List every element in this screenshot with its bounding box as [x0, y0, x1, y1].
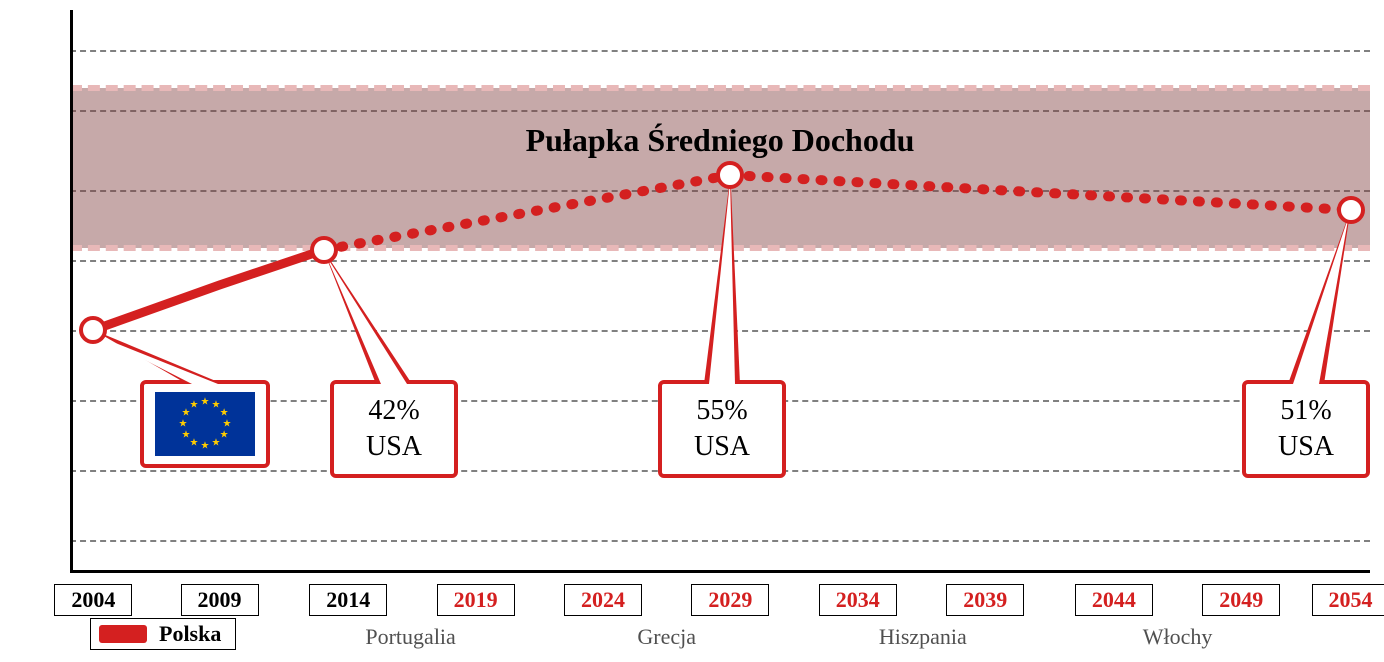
data-marker — [1337, 196, 1365, 224]
comparison-country-label: Hiszpania — [879, 624, 967, 650]
comparison-country-label: Włochy — [1143, 624, 1213, 650]
comparison-country-label: Portugalia — [365, 624, 455, 650]
x-tick-label: 2004 — [54, 584, 132, 616]
x-tick-label: 2014 — [309, 584, 387, 616]
legend-label: Polska — [159, 621, 221, 647]
x-tick-label: 2039 — [946, 584, 1024, 616]
x-tick-label: 2024 — [564, 584, 642, 616]
x-tick-label: 2029 — [691, 584, 769, 616]
chart-lines — [70, 10, 1370, 570]
data-marker — [79, 316, 107, 344]
x-tick-label: 2054 — [1312, 584, 1384, 616]
x-tick-label: 2034 — [819, 584, 897, 616]
x-tick-label: 2009 — [181, 584, 259, 616]
x-tick-label: 2044 — [1075, 584, 1153, 616]
chart-root: Pułapka Średniego Dochodu ★★★★★★★★★★★★42… — [0, 0, 1384, 662]
data-marker — [716, 161, 744, 189]
x-tick-label: 2019 — [437, 584, 515, 616]
x-axis — [70, 570, 1370, 573]
legend: Polska — [90, 618, 236, 650]
legend-swatch — [99, 625, 147, 643]
x-tick-label: 2049 — [1202, 584, 1280, 616]
plot-area: Pułapka Średniego Dochodu ★★★★★★★★★★★★42… — [70, 10, 1370, 570]
data-marker — [310, 236, 338, 264]
comparison-country-label: Grecja — [637, 624, 696, 650]
